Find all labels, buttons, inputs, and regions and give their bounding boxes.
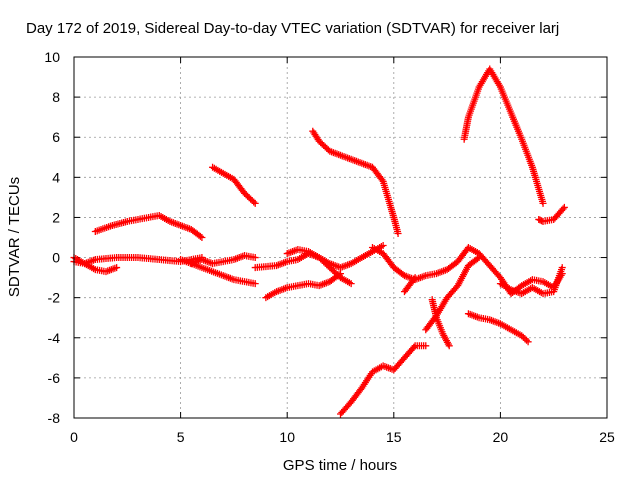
data-point [198,234,206,241]
data-point [475,254,483,262]
series-15 [428,296,453,350]
series-4 [209,163,259,207]
y-tick-label: 10 [44,49,60,65]
data-point [524,338,532,346]
y-tick-label: 4 [52,169,60,185]
grid [74,57,607,418]
series-10 [309,127,402,237]
series-18 [535,203,568,225]
y-tick-label: 0 [52,250,60,266]
data-point [518,332,526,340]
series-2 [70,254,121,276]
data-point [422,342,430,350]
y-tick-label: -2 [48,290,61,306]
data-point [411,274,419,282]
data-points [70,65,568,418]
series-13 [337,342,430,418]
data-point [379,242,387,250]
y-tick-label: -8 [48,410,61,426]
data-point [558,264,566,272]
data-point [378,176,386,184]
data-point [251,254,259,262]
data-point [519,333,527,341]
series-6 [177,256,259,288]
data-point [410,343,418,351]
x-tick-label: 10 [279,429,295,445]
series-17 [460,65,547,207]
series-8 [262,270,344,302]
x-tick-label: 20 [493,429,509,445]
data-point [410,275,418,283]
series-3 [91,211,206,241]
data-point [474,255,482,263]
data-point [559,205,567,213]
data-point [521,335,529,343]
y-axis-label: SDTVAR / TECUs [6,177,23,297]
data-point [445,342,453,350]
series-12 [400,274,419,296]
y-tick-label: -4 [48,330,61,346]
data-point [523,336,531,344]
x-tick-label: 0 [70,429,78,445]
data-point [251,280,259,288]
x-tick-label: 25 [599,429,615,445]
y-tick-label: 2 [52,209,60,225]
y-tick-label: 8 [52,89,60,105]
chart-title: Day 172 of 2019, Sidereal Day-to-day VTE… [26,20,559,37]
plot-frame [73,56,608,419]
y-tick-label: 6 [52,129,60,145]
data-point [251,199,259,207]
x-tick-label: 5 [177,429,185,445]
series-19 [496,264,566,298]
data-point [560,203,568,211]
x-axis-label: GPS time / hours [283,457,397,474]
series-11 [368,244,566,298]
data-point [196,232,204,240]
data-point [113,264,121,272]
data-point [347,280,355,288]
data-point [539,199,547,207]
series-9 [283,246,355,288]
x-tick-label: 15 [386,429,402,445]
data-point [250,198,258,206]
y-tick-label: -6 [48,370,61,386]
series-16 [464,310,532,346]
data-point [394,229,402,237]
